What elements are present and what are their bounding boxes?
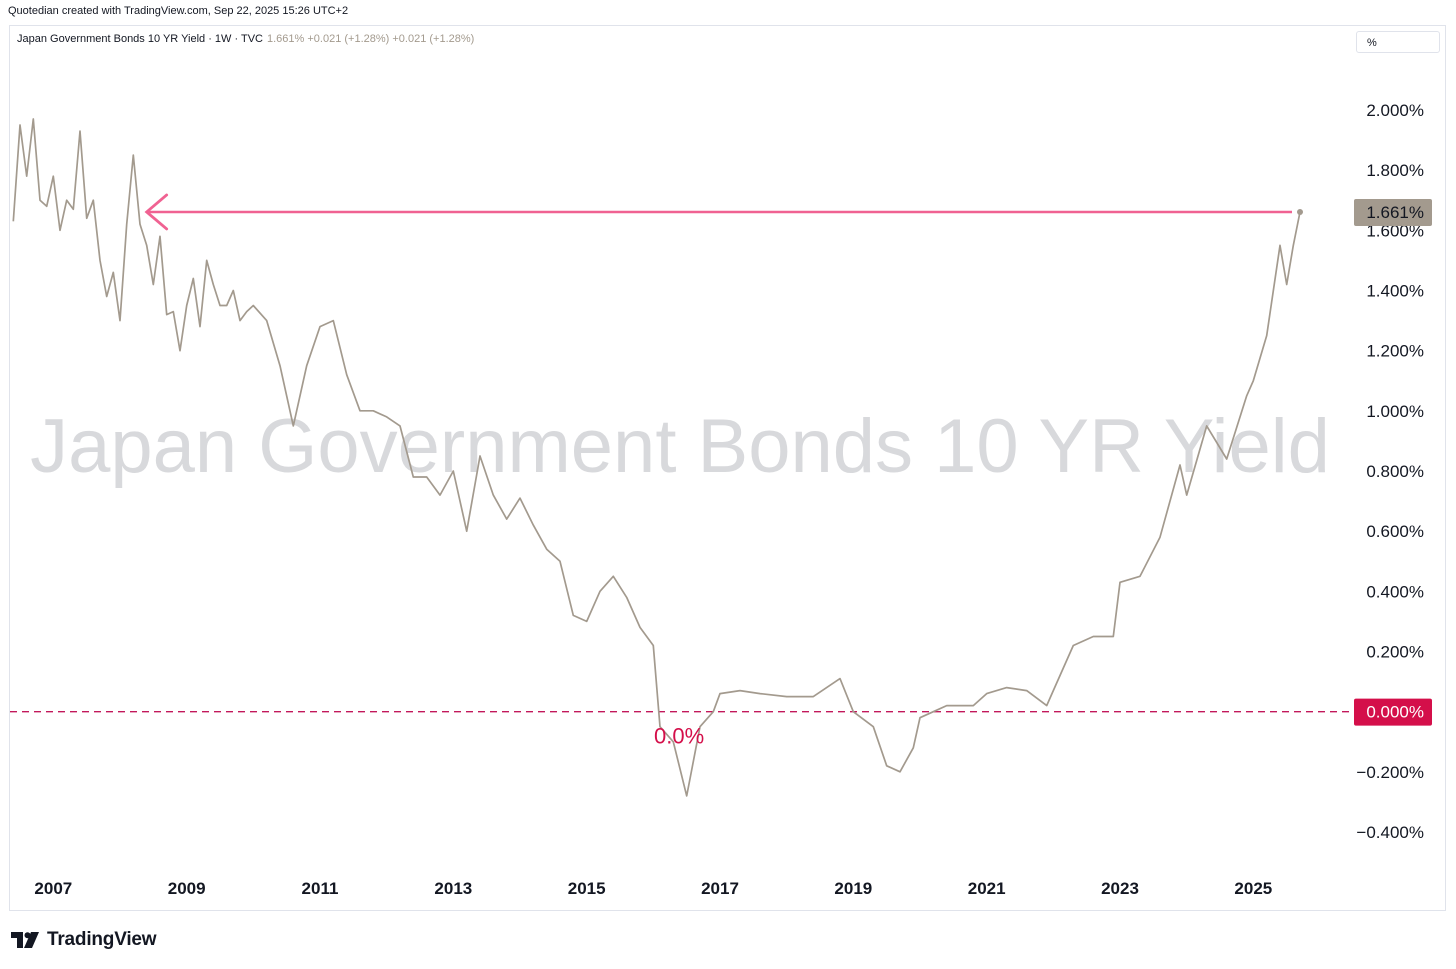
zero-value-label: 0.000% [1366, 703, 1424, 722]
y-tick-label: 0.200% [1366, 643, 1424, 662]
y-tick-label: 1.800% [1366, 161, 1424, 180]
zero-value-badge [1354, 698, 1432, 726]
chart-frame [9, 25, 1446, 911]
y-tick-label: 1.200% [1366, 342, 1424, 361]
unit-selector[interactable]: % [1356, 31, 1440, 53]
tradingview-logo-icon [11, 932, 39, 948]
x-tick-label: 2013 [434, 879, 472, 898]
last-value-badge [1354, 198, 1432, 226]
x-tick-label: 2017 [701, 879, 739, 898]
y-tick-label: 0.400% [1366, 582, 1424, 601]
tradingview-brand[interactable]: TradingView [11, 929, 157, 951]
yield-series-line [12, 118, 1301, 797]
y-tick-label: −0.400% [1356, 823, 1424, 842]
y-tick-label: 1.000% [1366, 402, 1424, 421]
y-tick-label: −0.200% [1356, 763, 1424, 782]
y-tick-label: 0.600% [1366, 522, 1424, 541]
x-tick-label: 2009 [168, 879, 206, 898]
level-arrow-head [144, 193, 169, 231]
last-value-label: 1.661% [1366, 203, 1424, 222]
zero-annotation: 0.0% [654, 724, 704, 749]
y-tick-label: 1.600% [1366, 221, 1424, 240]
x-tick-label: 2023 [1101, 879, 1139, 898]
legend-symbol: Japan Government Bonds 10 YR Yield · 1W … [17, 33, 263, 45]
x-tick-label: 2025 [1234, 879, 1272, 898]
chart-watermark: Japan Government Bonds 10 YR Yield [30, 404, 1330, 489]
x-tick-label: 2011 [302, 879, 339, 898]
x-tick-label: 2019 [834, 879, 872, 898]
y-tick-label: 0.800% [1366, 462, 1424, 481]
last-point-marker [1297, 208, 1303, 215]
legend-values: 1.661% +0.021 (+1.28%) +0.021 (+1.28%) [267, 33, 475, 45]
x-tick-label: 2021 [968, 879, 1006, 898]
y-tick-label: 1.400% [1366, 282, 1424, 301]
chart-credit: Quotedian created with TradingView.com, … [8, 5, 349, 17]
chart-legend[interactable]: Japan Government Bonds 10 YR Yield · 1W … [17, 33, 474, 45]
x-tick-label: 2007 [34, 879, 72, 898]
x-tick-label: 2015 [568, 879, 606, 898]
y-tick-label: 2.000% [1366, 101, 1424, 120]
brand-name: TradingView [47, 929, 157, 950]
